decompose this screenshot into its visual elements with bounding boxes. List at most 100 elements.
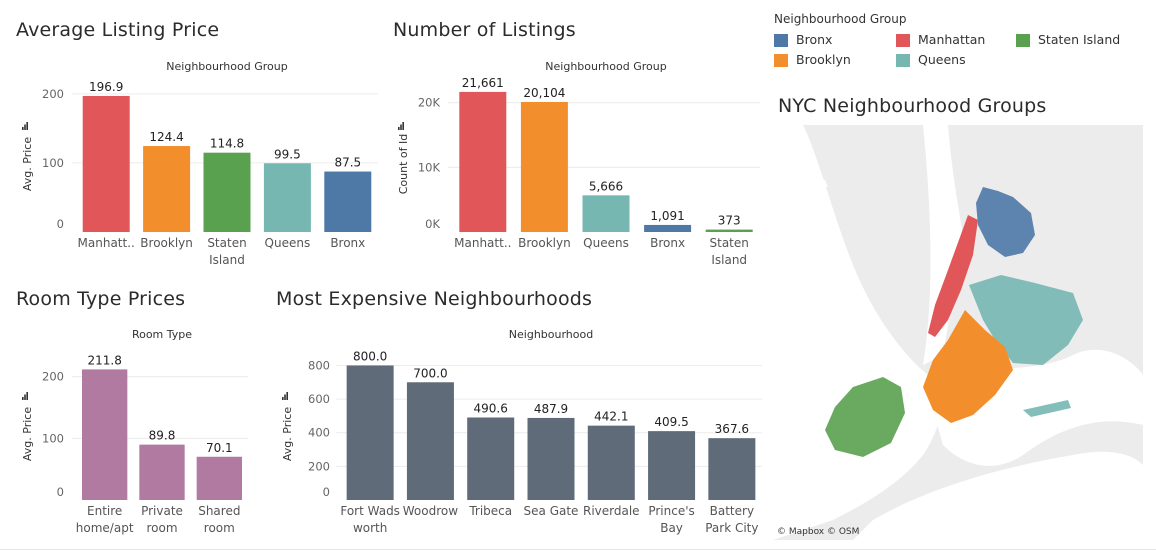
x-axis-title: Neighbourhood Group	[545, 60, 666, 73]
x-tick-label: Bay	[660, 521, 683, 535]
data-label: 367.6	[715, 422, 749, 436]
x-tick-label: Battery	[710, 504, 754, 518]
x-tick-label: Private	[141, 504, 183, 518]
map-manhattan-region	[928, 215, 978, 337]
legend-swatch	[774, 34, 788, 47]
legend-label: Bronx	[796, 32, 833, 47]
data-label: 114.8	[210, 137, 244, 151]
y-tick-label: 400	[308, 426, 330, 440]
x-tick-label: Woodrow	[403, 504, 458, 518]
y-tick-label: 20K	[418, 96, 441, 110]
legend: Neighbourhood Group Bronx Manhattan Staten…	[774, 12, 1144, 72]
sort-icon	[402, 122, 404, 130]
map-title: NYC Neighbourhood Groups	[778, 95, 1047, 117]
bar	[582, 195, 630, 232]
bar	[648, 431, 696, 500]
data-label: 70.1	[206, 441, 233, 455]
most-expensive-title: Most Expensive Neighbourhoods	[276, 288, 593, 310]
bar	[82, 369, 128, 500]
data-label: 20,104	[523, 86, 565, 100]
x-tick-label: Bronx	[650, 236, 685, 250]
y-tick-label: 0	[57, 485, 64, 499]
x-tick-label: room	[204, 521, 235, 535]
sort-icon	[284, 394, 286, 400]
map-water-south	[853, 451, 1143, 540]
y-tick-label: 200	[308, 459, 330, 473]
legend-label: Staten Island	[1038, 32, 1121, 47]
bar	[587, 425, 635, 500]
x-axis-title: Neighbourhood Group	[166, 60, 287, 73]
x-tick-label: home/apt	[76, 521, 134, 535]
charts-canvas: Neighbourhood Group Avg. Price 0 100 200 196.…	[21, 60, 762, 535]
bar	[459, 91, 507, 232]
map-water-river	[923, 125, 963, 365]
bar	[346, 365, 394, 500]
x-tick-label: Riverdale	[583, 504, 640, 518]
bar	[324, 171, 372, 232]
data-label: 373	[718, 214, 741, 228]
bar	[467, 417, 515, 500]
x-tick-label: Brooklyn	[518, 236, 571, 250]
data-label: 409.5	[654, 415, 688, 429]
y-tick-label: 0	[57, 217, 64, 231]
x-tick-label: Sea Gate	[524, 504, 579, 518]
data-label: 89.8	[149, 429, 176, 443]
legend-label: Queens	[918, 52, 966, 67]
data-label: 442.1	[594, 410, 628, 424]
x-tick-label: Island	[209, 253, 245, 267]
y-tick-label: 200	[42, 370, 64, 384]
bar	[196, 456, 242, 500]
y-axis-title: Avg. Price	[21, 137, 34, 191]
x-tick-label: Queens	[265, 236, 311, 250]
data-label: 700.0	[413, 366, 447, 380]
data-label: 87.5	[334, 156, 361, 170]
x-axis-title: Neighbourhood	[509, 328, 593, 341]
bar	[203, 152, 251, 232]
x-tick-label: Queens	[583, 236, 629, 250]
sort-icon	[26, 122, 28, 130]
legend-swatch	[774, 54, 788, 67]
map-canvas	[773, 125, 1143, 540]
x-tick-label: Tribeca	[468, 504, 512, 518]
nyc-map[interactable]: © Mapbox © OSM	[773, 125, 1143, 540]
sort-icon	[400, 124, 402, 130]
map-water-creek	[773, 353, 853, 387]
bar	[520, 101, 568, 233]
data-label: 800.0	[353, 349, 387, 363]
x-tick-label: Staten	[710, 236, 749, 250]
bottom-divider	[0, 549, 1156, 550]
map-credit: © Mapbox © OSM	[777, 527, 860, 537]
y-tick-label: 200	[42, 87, 64, 101]
legend-swatch	[1016, 34, 1030, 47]
y-tick-label: 0	[323, 485, 330, 499]
y-tick-label: 100	[42, 156, 64, 170]
bar	[263, 163, 311, 232]
sort-icon	[282, 397, 284, 400]
sort-icon	[22, 397, 24, 400]
data-label: 5,666	[589, 179, 623, 193]
x-tick-label: worth	[353, 521, 387, 535]
x-tick-label: Brooklyn	[140, 236, 193, 250]
bar	[527, 417, 575, 500]
map-brooklyn-region	[923, 310, 1013, 423]
bar	[139, 444, 185, 500]
bar	[406, 382, 454, 500]
x-tick-label: Entire	[87, 504, 122, 518]
bar	[708, 438, 756, 500]
map-water-west	[773, 125, 941, 540]
data-label: 196.9	[89, 80, 123, 94]
x-tick-label: Shared	[198, 504, 240, 518]
avg-price-title: Average Listing Price	[16, 19, 220, 41]
data-label: 124.4	[149, 130, 183, 144]
data-label: 490.6	[474, 401, 508, 415]
y-axis-title: Avg. Price	[281, 407, 294, 461]
sort-icon	[26, 392, 28, 400]
legend-label: Brooklyn	[796, 52, 851, 67]
x-tick-label: Staten	[207, 236, 246, 250]
map-staten-island-region	[825, 377, 905, 457]
bar	[143, 146, 191, 232]
data-label: 99.5	[274, 147, 301, 161]
y-axis-title: Avg. Price	[21, 407, 34, 461]
legend-swatch	[896, 54, 910, 67]
x-tick-label: Bronx	[330, 236, 365, 250]
